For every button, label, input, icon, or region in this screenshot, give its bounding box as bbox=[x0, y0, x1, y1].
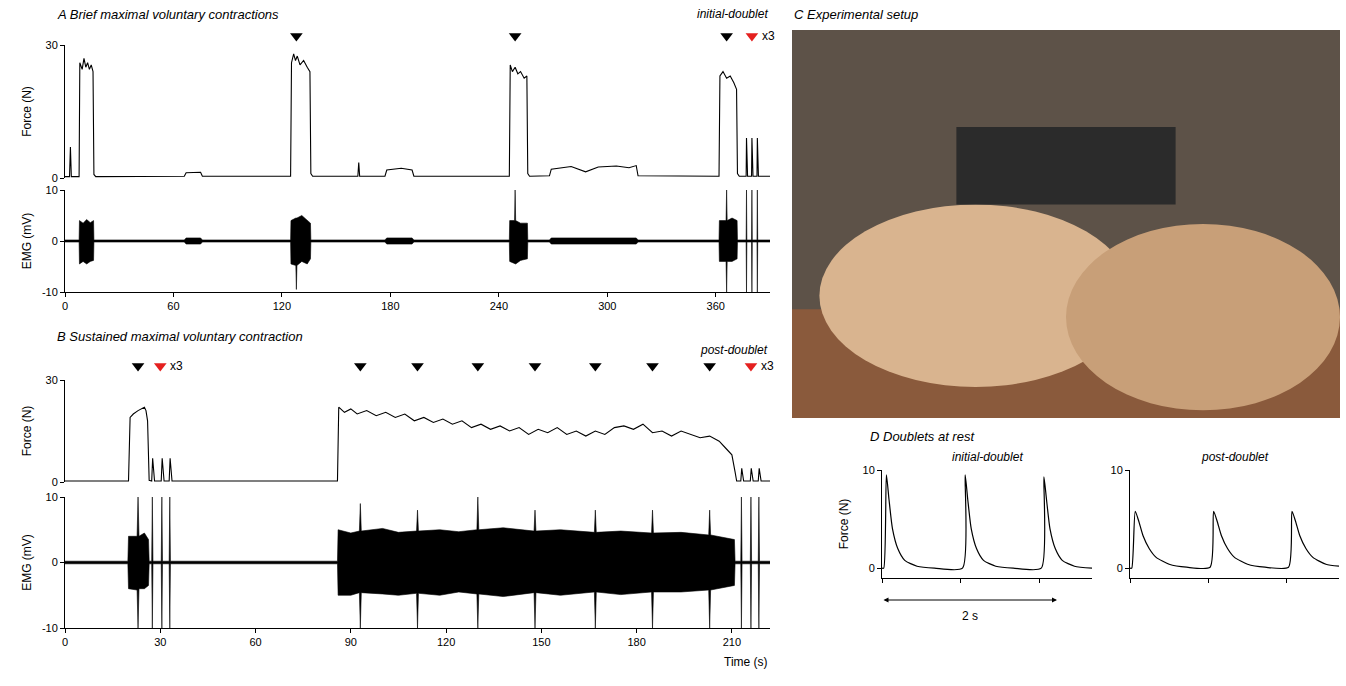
svg-text:Force (N): Force (N) bbox=[20, 86, 34, 137]
svg-text:x3: x3 bbox=[762, 29, 775, 43]
svg-text:post-doublet: post-doublet bbox=[700, 343, 768, 357]
svg-text:A Brief maximal voluntary cont: A Brief maximal voluntary contractions bbox=[57, 7, 279, 22]
svg-text:10: 10 bbox=[46, 184, 58, 196]
svg-text:-10: -10 bbox=[42, 286, 58, 298]
svg-text:0: 0 bbox=[52, 172, 58, 184]
svg-text:C Experimental setup: C Experimental setup bbox=[794, 7, 918, 22]
svg-text:0: 0 bbox=[62, 636, 68, 648]
svg-text:240: 240 bbox=[490, 300, 508, 312]
svg-text:150: 150 bbox=[532, 636, 550, 648]
svg-text:30: 30 bbox=[154, 636, 166, 648]
svg-text:0: 0 bbox=[52, 235, 58, 247]
svg-text:180: 180 bbox=[627, 636, 645, 648]
svg-text:10: 10 bbox=[1111, 464, 1123, 476]
svg-text:EMG (mV): EMG (mV) bbox=[20, 213, 34, 270]
svg-text:10: 10 bbox=[46, 491, 58, 503]
svg-text:0: 0 bbox=[1117, 562, 1123, 574]
svg-text:300: 300 bbox=[598, 300, 616, 312]
svg-text:60: 60 bbox=[249, 636, 261, 648]
svg-text:initial-doublet: initial-doublet bbox=[952, 450, 1023, 464]
svg-text:x3: x3 bbox=[170, 359, 183, 373]
svg-text:post-doublet: post-doublet bbox=[1201, 450, 1269, 464]
svg-text:180: 180 bbox=[381, 300, 399, 312]
svg-text:Time (s): Time (s) bbox=[724, 655, 768, 669]
svg-text:10: 10 bbox=[863, 464, 875, 476]
svg-text:initial-doublet: initial-doublet bbox=[697, 7, 768, 21]
svg-text:210: 210 bbox=[723, 636, 741, 648]
svg-text:120: 120 bbox=[437, 636, 455, 648]
svg-text:Force (N): Force (N) bbox=[20, 406, 34, 457]
svg-text:360: 360 bbox=[707, 300, 725, 312]
svg-text:0: 0 bbox=[52, 556, 58, 568]
svg-text:Force (N): Force (N) bbox=[837, 499, 851, 550]
svg-text:-10: -10 bbox=[42, 622, 58, 634]
svg-text:60: 60 bbox=[167, 300, 179, 312]
svg-text:B Sustained maximal voluntary: B Sustained maximal voluntary contractio… bbox=[57, 329, 303, 344]
svg-text:30: 30 bbox=[46, 374, 58, 386]
svg-text:0: 0 bbox=[52, 476, 58, 488]
svg-text:90: 90 bbox=[345, 636, 357, 648]
svg-text:0: 0 bbox=[869, 562, 875, 574]
svg-text:x3: x3 bbox=[761, 359, 774, 373]
svg-text:120: 120 bbox=[273, 300, 291, 312]
svg-text:D Doublets at rest: D Doublets at rest bbox=[870, 429, 975, 444]
svg-text:EMG (mV): EMG (mV) bbox=[20, 534, 34, 591]
svg-text:0: 0 bbox=[62, 300, 68, 312]
svg-text:2 s: 2 s bbox=[962, 609, 978, 623]
svg-text:30: 30 bbox=[46, 39, 58, 51]
